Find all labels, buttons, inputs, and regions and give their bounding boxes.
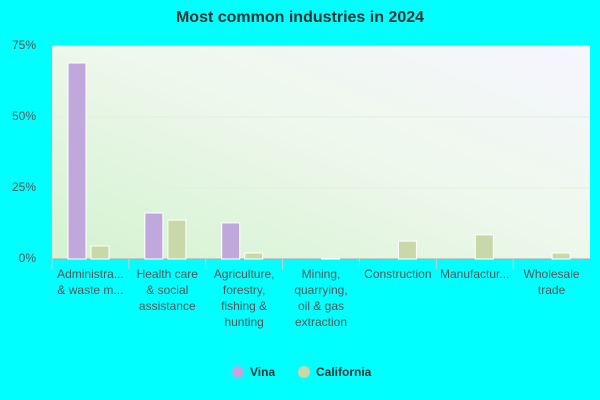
x-tick-label: Administra... [57, 267, 124, 281]
x-tick-label: quarrying, [294, 283, 347, 297]
bar [244, 252, 264, 260]
x-tick-label: Manufactur... [440, 267, 509, 281]
y-tick-label: 25% [12, 180, 36, 194]
bar [90, 245, 110, 260]
bar [474, 234, 494, 260]
x-tick-label: Mining, [302, 267, 341, 281]
legend-label: Vina [250, 365, 275, 379]
y-tick-label: 50% [12, 109, 36, 123]
bar [397, 240, 417, 260]
x-tick-label: oil & gas [298, 299, 344, 313]
bar [67, 62, 87, 260]
chart-title: Most common industries in 2024 [176, 9, 424, 26]
bar [144, 212, 164, 260]
y-tick-label: 0% [19, 251, 37, 265]
x-tick-label: Agriculture, [214, 267, 275, 281]
x-tick-label: extraction [295, 315, 347, 329]
x-tick-label: & waste m... [57, 283, 123, 297]
x-tick-label: Health care [137, 267, 199, 281]
bar [551, 252, 571, 260]
bar [167, 219, 187, 260]
y-tick-label: 75% [12, 38, 36, 52]
x-tick-label: & social [146, 283, 188, 297]
x-tick-label: hunting [224, 315, 263, 329]
legend-label: California [316, 365, 372, 379]
legend-swatch [298, 366, 310, 378]
x-tick-label: trade [538, 283, 566, 297]
legend-swatch [232, 366, 244, 378]
x-tick-label: Wholesale [524, 267, 580, 281]
x-tick-label: forestry, [223, 283, 265, 297]
x-tick-label: assistance [139, 299, 196, 313]
plot-area [52, 46, 590, 259]
bar [221, 222, 241, 260]
x-tick-label: fishing & [221, 299, 267, 313]
x-tick-label: Construction [364, 267, 431, 281]
bar [321, 257, 341, 260]
